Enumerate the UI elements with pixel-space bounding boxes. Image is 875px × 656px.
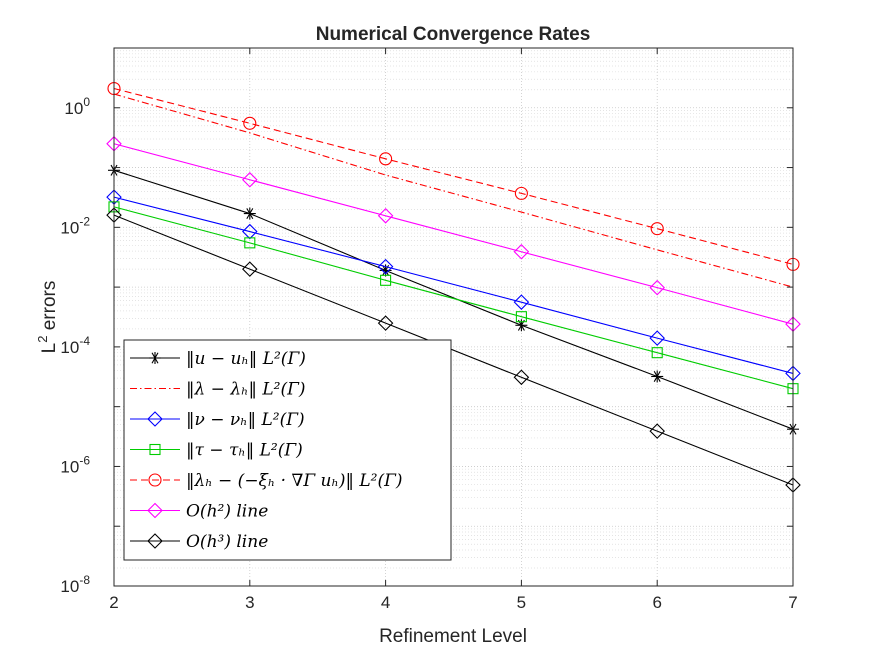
legend-label: ‖ν − νₕ‖ L²(Γ)	[186, 410, 305, 430]
legend-entry: O(h²) line	[130, 502, 268, 522]
series-line	[113, 214, 794, 486]
x-axis-label: Refinement Level	[379, 626, 527, 647]
data-point-diamond	[147, 411, 163, 427]
data-point-square	[244, 237, 256, 249]
legend-entry: ‖λ − λₕ‖ L²(Γ)	[130, 380, 306, 400]
data-point-circle	[243, 116, 257, 130]
data-point-diamond	[513, 369, 530, 386]
legend-entry: ‖ν − νₕ‖ L²(Γ)	[130, 410, 305, 430]
x-tick-label: 4	[381, 593, 390, 612]
data-point-asterisk	[149, 352, 161, 364]
data-point-diamond	[147, 533, 163, 549]
x-tick-label: 6	[652, 593, 661, 612]
x-tick-label: 2	[109, 593, 118, 612]
y-tick-label: 10-6	[60, 453, 90, 476]
data-point-diamond	[242, 261, 258, 277]
legend-entry: ‖τ − τₕ‖ L²(Γ)	[130, 441, 303, 461]
y-tick-label: 10-4	[60, 334, 90, 357]
data-point-square	[149, 443, 161, 456]
data-point-diamond	[242, 171, 258, 188]
series-line	[113, 206, 794, 390]
data-point-diamond	[377, 208, 394, 224]
legend-label: ‖u − uₕ‖ L²(Γ)	[186, 349, 306, 369]
series-line	[113, 87, 794, 265]
data-point-diamond	[513, 244, 530, 260]
series-line	[113, 196, 794, 374]
legend-label: ‖λ − λₕ‖ L²(Γ)	[186, 380, 306, 400]
legend-label: O(h²) line	[186, 502, 268, 522]
legend-label: ‖τ − τₕ‖ L²(Γ)	[186, 441, 303, 461]
data-point-circle	[514, 186, 528, 200]
data-point-asterisk	[243, 207, 256, 220]
y-axis-label: L2 errors	[35, 281, 60, 354]
data-point-square	[380, 274, 392, 286]
series-line	[113, 143, 794, 325]
series-layer	[106, 81, 801, 493]
series-6	[106, 207, 801, 493]
legend-entry: ‖u − uₕ‖ L²(Γ)	[130, 349, 306, 369]
data-point-diamond	[649, 279, 665, 296]
data-point-diamond	[649, 330, 665, 346]
y-tick-label: 10-8	[60, 573, 90, 596]
data-point-square	[651, 347, 663, 359]
legend-entry: ‖λₕ − (−ξₕ · ∇Γ uₕ)‖ L²(Γ)	[130, 471, 403, 491]
data-point-diamond	[147, 502, 163, 519]
chart-title: Numerical Convergence Rates	[316, 24, 591, 45]
data-point-circle	[379, 152, 393, 166]
x-tick-label: 7	[788, 593, 797, 612]
data-point-circle	[148, 473, 162, 487]
series-0	[108, 164, 799, 436]
legend: ‖u − uₕ‖ L²(Γ) ‖λ − λₕ‖ L²(Γ) ‖ν − νₕ‖ L²(…	[123, 339, 452, 561]
series-5	[106, 135, 801, 332]
y-tick-label: 100	[64, 95, 90, 118]
legend-entry: O(h³) line	[130, 532, 268, 552]
axes-box	[113, 47, 794, 587]
data-point-asterisk	[651, 370, 664, 383]
y-tick-label: 10-2	[60, 214, 90, 237]
data-point-circle	[650, 222, 664, 236]
x-tick-label: 5	[517, 593, 526, 612]
series-1	[113, 93, 794, 288]
legend-label: O(h³) line	[186, 532, 268, 552]
legend-label: ‖λₕ − (−ξₕ · ∇Γ uₕ)‖ L²(Γ)	[186, 471, 403, 491]
data-point-square	[515, 311, 527, 323]
x-tick-label: 3	[245, 593, 254, 612]
data-point-diamond	[377, 315, 394, 331]
series-line	[113, 93, 794, 288]
data-point-diamond	[377, 258, 394, 275]
ticks: 2 3 4 5 6 7 100 10-2 10-4 10-6 10-8	[60, 47, 798, 612]
data-point-diamond	[649, 423, 665, 439]
series-4	[107, 81, 800, 271]
data-point-diamond	[513, 294, 530, 310]
data-point-diamond	[242, 223, 258, 240]
series-line	[113, 169, 794, 430]
